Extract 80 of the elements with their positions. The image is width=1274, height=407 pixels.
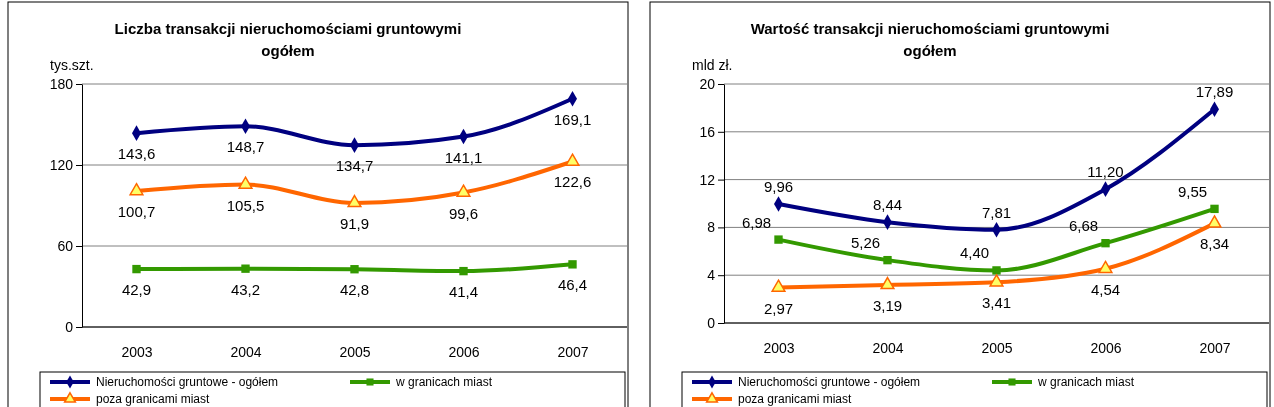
legend-label: Nieruchomości gruntowe - ogółem [96, 375, 279, 389]
y-tick-label: 60 [57, 237, 74, 254]
point [568, 260, 577, 269]
y-tick-label: 0 [65, 318, 74, 335]
data-label: 4,54 [1090, 280, 1121, 298]
legend-label: w granicach miast [395, 375, 493, 389]
x-tick-label: 2007 [557, 343, 589, 360]
data-label: 4,40 [959, 244, 990, 262]
data-label: 134,7 [335, 157, 374, 175]
data-label: 122,6 [553, 173, 592, 191]
data-label: 46,4 [557, 276, 588, 294]
point [350, 265, 359, 274]
data-label: 7,81 [981, 203, 1012, 221]
data-label: 100,7 [117, 203, 156, 221]
data-label: 3,19 [872, 296, 903, 314]
legend-label: w granicach miast [1037, 375, 1135, 389]
point [241, 264, 250, 273]
y-tick-label: 0 [707, 314, 716, 331]
x-tick-label: 2004 [230, 343, 262, 360]
data-label: 9,96 [763, 177, 794, 195]
point [771, 279, 786, 292]
x-tick-label: 2006 [1090, 339, 1122, 356]
point [565, 153, 580, 166]
point [989, 274, 1004, 287]
y-tick-label: 120 [49, 156, 74, 173]
legend-label: poza granicami miast [96, 392, 211, 406]
y-tick-label: 180 [49, 75, 74, 92]
y-tick-label: 8 [707, 219, 716, 236]
data-label: 5,26 [850, 234, 881, 252]
y-tick-label: 16 [699, 123, 716, 140]
point [129, 182, 144, 196]
point [1098, 260, 1113, 274]
data-label: 11,20 [1087, 163, 1124, 181]
y-axis-title: mld zł. [692, 57, 733, 73]
legend-label: Nieruchomości gruntowe - ogółem [738, 375, 921, 389]
x-tick-label: 2004 [872, 339, 904, 356]
point [883, 255, 892, 265]
data-label: 6,68 [1068, 217, 1099, 235]
data-label: 2,97 [763, 299, 794, 317]
data-label: 8,44 [872, 196, 903, 214]
data-label: 148,7 [226, 138, 265, 156]
data-label: 169,1 [553, 110, 592, 128]
data-label: 9,55 [1177, 182, 1208, 200]
data-label: 3,41 [981, 294, 1012, 312]
data-label: 99,6 [448, 204, 479, 222]
chart-title: Wartość transakcji nieruchomościami gruntowymi ogółem [750, 20, 1110, 59]
data-label: 41,4 [448, 283, 479, 301]
x-tick-label: 2005 [339, 343, 371, 360]
y-tick-label: 12 [699, 171, 716, 188]
data-label: 105,5 [226, 196, 265, 214]
y-axis-title: tys.szt. [50, 57, 94, 73]
point [238, 176, 253, 189]
data-label: 141,1 [444, 148, 483, 166]
x-tick-label: 2003 [121, 343, 153, 360]
point [1101, 238, 1110, 248]
point [132, 264, 141, 274]
data-label: 143,6 [117, 145, 156, 163]
point [992, 266, 1001, 275]
point [347, 194, 362, 208]
point [456, 184, 471, 197]
x-tick-label: 2003 [763, 339, 795, 356]
data-label: 42,9 [121, 281, 152, 299]
point [880, 276, 895, 290]
data-label: 17,89 [1195, 83, 1234, 101]
x-tick-label: 2007 [1199, 339, 1231, 356]
data-label: 43,2 [230, 280, 261, 298]
point [774, 235, 783, 244]
point [1207, 215, 1222, 228]
data-label: 42,8 [339, 281, 370, 299]
y-tick-label: 20 [699, 75, 716, 92]
x-tick-label: 2005 [981, 339, 1013, 356]
data-label: 6,98 [741, 213, 772, 231]
data-label: 8,34 [1199, 235, 1230, 253]
x-tick-label: 2006 [448, 343, 480, 360]
point [459, 266, 468, 276]
chart-title: Liczba transakcji nieruchomościami gruntowymi ogółem [114, 20, 462, 59]
point [1210, 204, 1219, 214]
legend-label: poza granicami miast [738, 392, 853, 406]
data-label: 91,9 [339, 214, 370, 232]
y-tick-label: 4 [707, 267, 716, 284]
